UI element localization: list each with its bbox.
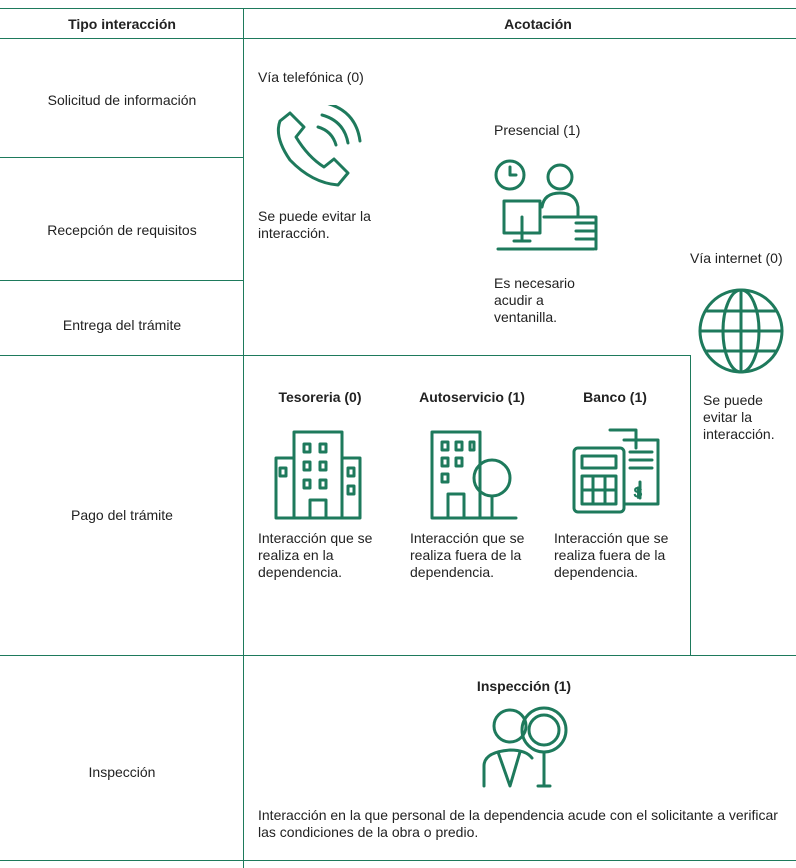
- option-text: Se puede evitar la interacción.: [258, 208, 371, 241]
- option-title: Banco (1): [583, 389, 647, 405]
- option-text: Interacción que se realiza fuera de la d…: [554, 530, 669, 580]
- option-text: Interacción que se realiza fuera de la d…: [410, 530, 525, 580]
- inspector-icon: [482, 706, 568, 788]
- border: [0, 655, 796, 656]
- option-title: Autoservicio (1): [419, 389, 525, 405]
- option-text: Interacción que se realiza en la depende…: [258, 530, 373, 580]
- option-title: Inspección (1): [476, 678, 572, 694]
- option-title: Vía telefónica (0): [258, 69, 364, 85]
- row-label: Inspección: [88, 764, 156, 780]
- header: Acotación: [504, 16, 572, 32]
- border: [0, 157, 243, 158]
- svg-text:$: $: [634, 484, 642, 500]
- border: [0, 280, 243, 281]
- option-text: Interacción en la que personal de la dep…: [258, 807, 778, 840]
- row-label: Entrega del trámite: [62, 317, 182, 333]
- header: Tipo interacción: [68, 16, 176, 32]
- border: [0, 355, 690, 356]
- row-label: Recepción de requisitos: [47, 222, 197, 238]
- calculator-icon: $: [572, 428, 660, 514]
- building-tree-icon: [430, 430, 518, 520]
- globe-icon: [698, 288, 784, 374]
- counter-icon: [494, 159, 598, 251]
- option-title: Vía internet (0): [690, 250, 783, 266]
- option-text: Es necesario acudir a ventanilla.: [494, 275, 575, 325]
- option-title: Presencial (1): [494, 122, 581, 138]
- option-title: Tesoreria (0): [278, 389, 362, 405]
- row-label: Solicitud de información: [47, 92, 197, 108]
- phone-icon: [276, 105, 362, 187]
- building-icon: [274, 430, 362, 520]
- option-text: Se puede evitar la interacción.: [703, 392, 775, 442]
- row-label: Pago del trámite: [71, 507, 173, 523]
- border: [243, 8, 244, 868]
- border: [0, 860, 796, 861]
- border: [690, 355, 691, 655]
- border: [0, 38, 796, 39]
- border: [0, 8, 796, 9]
